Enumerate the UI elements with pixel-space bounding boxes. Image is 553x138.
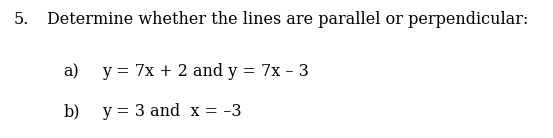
Text: Determine whether the lines are parallel or perpendicular:: Determine whether the lines are parallel… xyxy=(47,11,528,28)
Text: a): a) xyxy=(64,63,79,80)
Text: 5.: 5. xyxy=(14,11,29,28)
Text: y = 3 and  x = –3: y = 3 and x = –3 xyxy=(102,104,242,120)
Text: b): b) xyxy=(64,104,80,120)
Text: y = 7x + 2 and y = 7x – 3: y = 7x + 2 and y = 7x – 3 xyxy=(102,63,309,80)
